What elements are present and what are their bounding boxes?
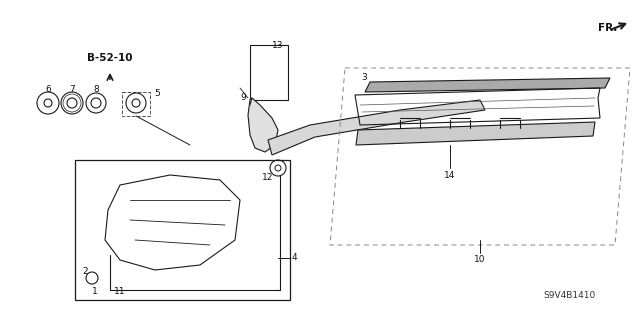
Polygon shape — [365, 78, 610, 92]
Text: 10: 10 — [474, 256, 486, 264]
Text: 11: 11 — [115, 287, 125, 296]
Text: 6: 6 — [45, 85, 51, 94]
Bar — [75, 160, 290, 300]
Text: S9V4B1410: S9V4B1410 — [544, 291, 596, 300]
Text: 2: 2 — [82, 268, 88, 277]
Polygon shape — [268, 100, 485, 155]
Bar — [122, 92, 150, 116]
Text: 9: 9 — [240, 93, 246, 102]
Text: 7: 7 — [69, 85, 75, 94]
Text: 1: 1 — [92, 287, 98, 296]
Polygon shape — [248, 98, 278, 152]
Bar — [250, 45, 288, 100]
Text: FR.: FR. — [598, 23, 618, 33]
Text: 14: 14 — [444, 170, 456, 180]
Text: B-52-10: B-52-10 — [87, 53, 132, 63]
Text: 5: 5 — [154, 88, 160, 98]
Polygon shape — [356, 122, 595, 145]
Text: 3: 3 — [361, 73, 367, 83]
Text: 4: 4 — [291, 254, 297, 263]
Text: 8: 8 — [93, 85, 99, 94]
Text: 12: 12 — [262, 174, 274, 182]
Text: 13: 13 — [272, 41, 284, 49]
